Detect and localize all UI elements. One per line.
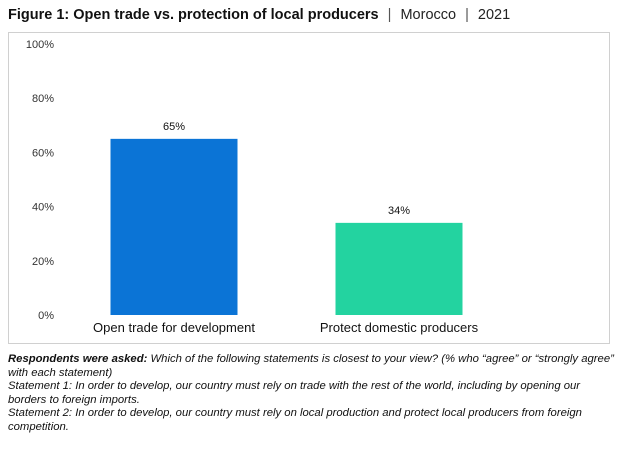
bar bbox=[110, 138, 238, 315]
y-tick-label: 40% bbox=[32, 202, 54, 214]
x-category-label: Open trade for development bbox=[93, 320, 255, 335]
chart-frame bbox=[8, 32, 610, 344]
statement-1: Statement 1: In order to develop, our co… bbox=[8, 380, 581, 406]
title-separator-2: | bbox=[465, 7, 469, 23]
y-tick-label: 0% bbox=[38, 310, 54, 322]
chart-title: Figure 1: Open trade vs. protection of l… bbox=[8, 7, 510, 23]
statement-2: Statement 2: In order to develop, our co… bbox=[8, 407, 582, 433]
question-text: Which of the following statements is clo… bbox=[8, 353, 614, 379]
title-main: Figure 1: Open trade vs. protection of l… bbox=[8, 7, 379, 23]
y-tick-label: 80% bbox=[32, 93, 54, 105]
x-category-label: Protect domestic producers bbox=[320, 320, 479, 335]
title-year: 2021 bbox=[477, 7, 511, 23]
question-note: Respondents were asked: Which of the fol… bbox=[8, 353, 618, 380]
y-tick-label: 60% bbox=[32, 147, 54, 159]
bar-data-label: 65% bbox=[163, 121, 185, 133]
title-separator: | bbox=[387, 7, 392, 23]
chart-notes: Respondents were asked: Which of the fol… bbox=[8, 353, 618, 435]
bar-data-label: 34% bbox=[388, 205, 410, 217]
question-label: Respondents were asked: bbox=[8, 353, 148, 365]
bar bbox=[335, 222, 463, 315]
title-country: Morocco bbox=[400, 7, 457, 23]
y-tick-label: 20% bbox=[32, 256, 54, 268]
y-tick-label: 100% bbox=[26, 39, 54, 51]
bar-chart: 0% 20% 40% 60% 80% 100% 65% Open trade for deve… bbox=[26, 39, 479, 335]
